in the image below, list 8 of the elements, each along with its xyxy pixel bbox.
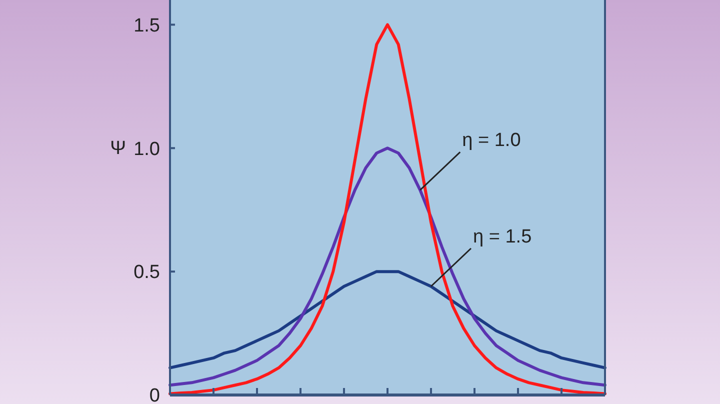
y-tick-label: 1.0 (134, 138, 160, 160)
y-tick-label: 0 (149, 386, 160, 404)
text: η = 1.0 (462, 130, 521, 152)
y-axis-title: Ψ (110, 138, 126, 160)
y-tick-label: 1.5 (134, 15, 160, 36)
line-series (168, 270, 606, 370)
y-tick-label: 0.5 (134, 262, 160, 284)
text: η = 1.5 (473, 226, 532, 248)
